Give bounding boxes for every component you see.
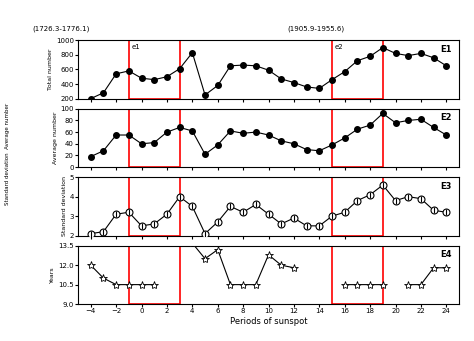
Y-axis label: Average number: Average number (53, 112, 58, 164)
Text: e2: e2 (335, 44, 343, 50)
Y-axis label: Years: Years (50, 267, 55, 283)
Y-axis label: Total number: Total number (48, 49, 53, 90)
Text: E4: E4 (440, 250, 451, 260)
Text: Standard deviation  Average number: Standard deviation Average number (5, 102, 10, 205)
Text: (1905.9-1955.6): (1905.9-1955.6) (288, 25, 345, 32)
Text: E1: E1 (440, 45, 451, 54)
Text: E3: E3 (440, 182, 451, 191)
Text: e1: e1 (131, 44, 140, 50)
Text: E2: E2 (440, 114, 451, 122)
Text: (1726.3-1776.1): (1726.3-1776.1) (32, 25, 90, 32)
X-axis label: Periods of sunspot: Periods of sunspot (230, 317, 307, 326)
Y-axis label: Standard deviation: Standard deviation (62, 176, 67, 236)
